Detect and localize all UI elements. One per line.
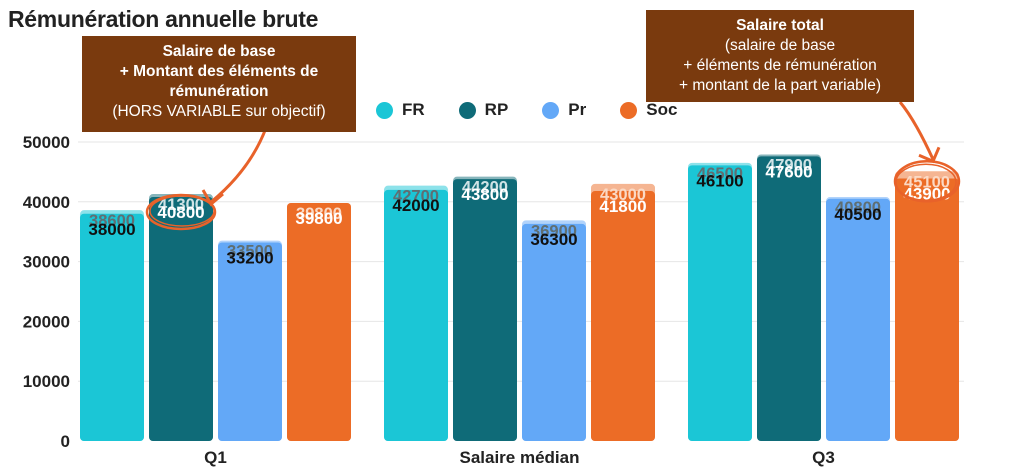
data-label-rp-salaire-median: 43800 bbox=[461, 185, 508, 204]
bar-soc-q1 bbox=[287, 202, 351, 441]
callout-base-line-1: Salaire de base bbox=[162, 43, 276, 60]
legend: FR RP Pr Soc bbox=[376, 100, 711, 120]
y-tick-label: 30000 bbox=[23, 253, 70, 272]
y-tick-label: 0 bbox=[61, 432, 70, 451]
highlight-circle-base bbox=[145, 193, 217, 231]
legend-swatch-soc bbox=[620, 101, 638, 119]
callout-total-line-4: + montant de la part variable) bbox=[678, 77, 882, 94]
legend-swatch-pr bbox=[542, 101, 560, 119]
bar-soc-salaire-median bbox=[591, 191, 655, 441]
legend-item-soc: Soc bbox=[620, 100, 677, 120]
data-label-total-soc-q3: 45100 bbox=[904, 173, 950, 191]
arrowhead-total bbox=[918, 146, 941, 164]
callout-base-line-3: rémunération bbox=[169, 83, 269, 100]
data-label-total-soc-q1: 39800 bbox=[296, 205, 342, 223]
data-label-pr-q3: 40500 bbox=[834, 205, 881, 224]
legend-item-fr: FR bbox=[376, 100, 425, 120]
data-label-total-soc-salaire-median: 43000 bbox=[600, 186, 646, 204]
data-label-total-fr-q1: 38600 bbox=[89, 212, 135, 230]
callout-base-line-2: + Montant des éléments de bbox=[119, 63, 319, 80]
legend-item-pr: Pr bbox=[542, 100, 586, 120]
highlight-circle-base-inner bbox=[149, 195, 215, 227]
y-tick-label: 50000 bbox=[23, 133, 70, 152]
x-tick-label-q1: Q1 bbox=[204, 448, 227, 467]
data-label-total-pr-q1: 33500 bbox=[227, 243, 273, 261]
bar-fr-q3 bbox=[688, 165, 752, 441]
x-tick-label-q3: Q3 bbox=[812, 448, 835, 467]
callout-total-salary: Salaire total (salaire de base + élément… bbox=[646, 10, 914, 102]
highlight-circle-total bbox=[893, 160, 961, 203]
bar-pr-salaire-median bbox=[522, 223, 586, 441]
chart-title: Rémunération annuelle brute bbox=[8, 6, 319, 32]
data-label-total-fr-salaire-median: 42700 bbox=[393, 188, 439, 206]
callout-total-line-1: Salaire total bbox=[736, 17, 824, 34]
arrow-total bbox=[898, 101, 935, 160]
data-label-total-rp-salaire-median: 44200 bbox=[462, 179, 508, 197]
legend-label-soc: Soc bbox=[646, 100, 678, 119]
data-label-total-pr-q3: 40800 bbox=[835, 199, 881, 217]
data-label-pr-q1: 33200 bbox=[226, 248, 273, 267]
bar-pr-q3 bbox=[826, 198, 890, 441]
bar-fr-q1 bbox=[80, 213, 144, 441]
data-label-total-pr-salaire-median: 36900 bbox=[531, 222, 577, 240]
callout-base-line-4: (HORS VARIABLE sur objectif) bbox=[112, 103, 326, 120]
highlight-circle-total-inner bbox=[895, 163, 957, 202]
bar-fr-salaire-median bbox=[384, 189, 448, 441]
callout-total-line-2: (salaire de base bbox=[724, 37, 836, 54]
callout-total-line-3: + éléments de rémunération bbox=[683, 57, 877, 74]
data-label-fr-q1: 38000 bbox=[88, 220, 135, 239]
arrowhead-base bbox=[201, 189, 224, 207]
bar-pr-q1 bbox=[218, 242, 282, 441]
data-label-soc-q1: 39800 bbox=[295, 209, 342, 228]
y-tick-label: 20000 bbox=[23, 312, 70, 331]
legend-swatch-rp bbox=[458, 101, 476, 119]
bar-rp-q3 bbox=[757, 156, 821, 442]
data-label-rp-q1: 40800 bbox=[157, 203, 204, 222]
y-tick-label: 40000 bbox=[23, 193, 70, 212]
legend-label-rp: RP bbox=[484, 100, 509, 119]
data-label-total-rp-q3: 47900 bbox=[766, 157, 812, 175]
legend-swatch-fr bbox=[376, 101, 393, 119]
data-label-soc-salaire-median: 41800 bbox=[599, 197, 646, 216]
arrow-base bbox=[210, 127, 268, 204]
y-tick-label: 10000 bbox=[23, 372, 70, 391]
bar-soc-q3 bbox=[895, 178, 959, 441]
data-label-fr-salaire-median: 42000 bbox=[392, 196, 439, 215]
data-label-total-fr-q3: 46500 bbox=[697, 165, 743, 183]
legend-label-pr: Pr bbox=[568, 100, 587, 119]
data-label-total-rp-q1: 41300 bbox=[158, 196, 204, 214]
x-tick-label-salaire-median: Salaire médian bbox=[459, 448, 579, 467]
data-label-fr-q3: 46100 bbox=[696, 171, 743, 190]
bar-rp-q1 bbox=[149, 197, 213, 441]
bar-rp-salaire-median bbox=[453, 179, 517, 442]
data-label-pr-salaire-median: 36300 bbox=[530, 230, 577, 249]
legend-item-rp: RP bbox=[458, 100, 509, 120]
legend-label-fr: FR bbox=[402, 100, 425, 119]
callout-base-salary: Salaire de base + Montant des éléments d… bbox=[82, 36, 356, 132]
data-label-rp-q3: 47600 bbox=[765, 162, 812, 181]
